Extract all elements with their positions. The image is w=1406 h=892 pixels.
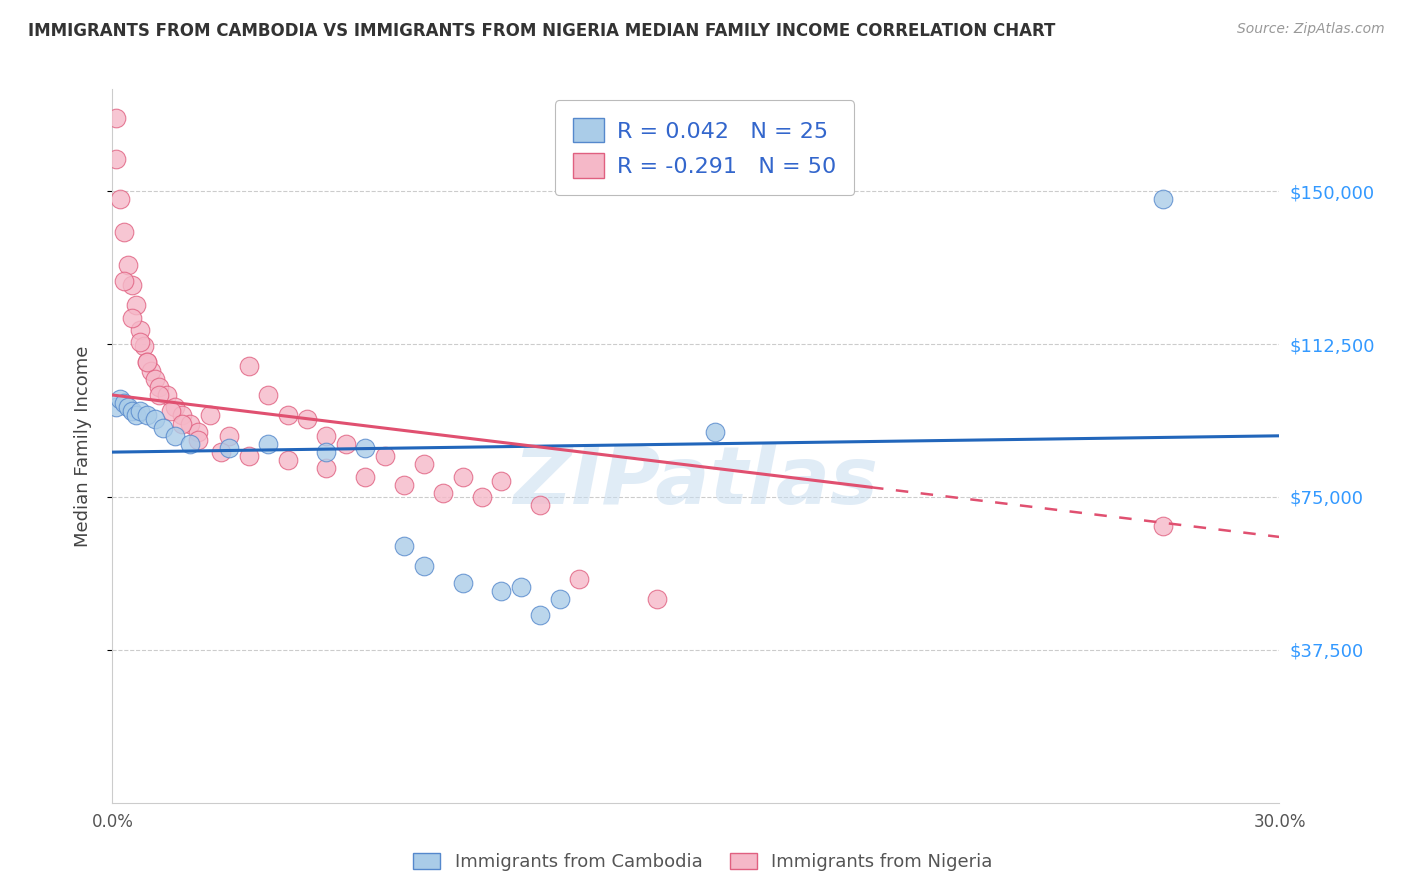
Point	[374, 449, 396, 463]
Text: ZIPatlas: ZIPatlas	[513, 442, 879, 521]
Y-axis label: Median Family Income: Median Family Income	[73, 345, 91, 547]
Point	[315, 429, 337, 443]
Text: IMMIGRANTS FROM CAMBODIA VS IMMIGRANTS FROM NIGERIA MEDIAN FAMILY INCOME CORRELA: IMMIGRANTS FROM CAMBODIA VS IMMIGRANTS F…	[28, 22, 1056, 40]
Point	[143, 412, 166, 426]
Point	[148, 380, 170, 394]
Point	[105, 401, 128, 415]
Point	[128, 334, 150, 349]
Point	[187, 425, 209, 439]
Point	[1152, 192, 1174, 206]
Point	[257, 388, 280, 402]
Point	[163, 401, 186, 415]
Point	[163, 429, 186, 443]
Point	[128, 323, 150, 337]
Point	[238, 449, 260, 463]
Legend: R = 0.042   N = 25, R = -0.291   N = 50: R = 0.042 N = 25, R = -0.291 N = 50	[555, 100, 853, 195]
Point	[112, 274, 135, 288]
Point	[491, 583, 513, 598]
Point	[509, 580, 531, 594]
Point	[125, 409, 148, 423]
Point	[160, 404, 183, 418]
Point	[451, 575, 474, 590]
Point	[491, 474, 513, 488]
Point	[143, 372, 166, 386]
Point	[105, 111, 128, 125]
Point	[392, 477, 416, 491]
Point	[172, 409, 194, 423]
Point	[315, 445, 337, 459]
Point	[257, 437, 280, 451]
Point	[276, 453, 298, 467]
Point	[218, 429, 240, 443]
Point	[568, 572, 591, 586]
Point	[110, 392, 132, 406]
Point	[152, 420, 174, 434]
Point	[141, 363, 163, 377]
Point	[354, 441, 377, 455]
Point	[451, 469, 474, 483]
Point	[132, 339, 155, 353]
Point	[432, 486, 454, 500]
Point	[295, 412, 318, 426]
Point	[529, 498, 551, 512]
Point	[529, 608, 551, 623]
Point	[112, 225, 135, 239]
Point	[704, 425, 727, 439]
Point	[148, 388, 170, 402]
Point	[125, 298, 148, 312]
Point	[218, 441, 240, 455]
Text: Source: ZipAtlas.com: Source: ZipAtlas.com	[1237, 22, 1385, 37]
Point	[412, 458, 434, 472]
Point	[315, 461, 337, 475]
Point	[112, 396, 135, 410]
Point	[172, 417, 194, 431]
Point	[105, 152, 128, 166]
Legend: Immigrants from Cambodia, Immigrants from Nigeria: Immigrants from Cambodia, Immigrants fro…	[406, 846, 1000, 879]
Point	[354, 469, 377, 483]
Point	[136, 355, 159, 369]
Point	[412, 559, 434, 574]
Point	[128, 404, 150, 418]
Point	[392, 539, 416, 553]
Point	[121, 277, 143, 292]
Point	[209, 445, 232, 459]
Point	[110, 192, 132, 206]
Point	[121, 310, 143, 325]
Point	[179, 417, 201, 431]
Point	[136, 355, 159, 369]
Point	[117, 258, 139, 272]
Point	[335, 437, 357, 451]
Point	[117, 401, 139, 415]
Point	[136, 409, 159, 423]
Point	[198, 409, 221, 423]
Point	[471, 490, 494, 504]
Point	[179, 437, 201, 451]
Point	[276, 409, 298, 423]
Point	[156, 388, 179, 402]
Point	[1152, 518, 1174, 533]
Point	[187, 433, 209, 447]
Point	[645, 591, 668, 606]
Point	[548, 591, 571, 606]
Point	[121, 404, 143, 418]
Point	[238, 359, 260, 374]
